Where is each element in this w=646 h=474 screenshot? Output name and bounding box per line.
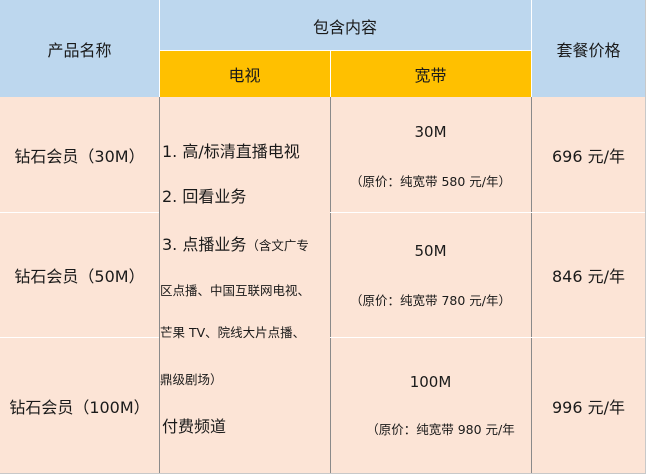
row-3-speed: 100M	[409, 373, 452, 391]
row-2-name: 钻石会员（50M）	[0, 212, 159, 337]
row-1-price: 696 元/年	[531, 97, 646, 212]
row-divider-1-left	[0, 212, 159, 213]
row-1-broadband: 30M （原价：纯宽带 580 元/年）	[330, 97, 531, 212]
row-divider-1-right	[330, 212, 646, 213]
row-3-broadband: 100M （原价：纯宽带 980 元/年	[330, 337, 531, 474]
row-1-price-text: 696 元/年	[551, 146, 626, 166]
tv-item-4: 付费频道	[162, 417, 227, 436]
row-3-name: 钻石会员（100M）	[0, 337, 159, 474]
row-2-broadband: 50M （原价：纯宽带 780 元/年）	[330, 212, 531, 337]
header-price-label: 套餐价格	[556, 40, 621, 60]
row-3-price: 996 元/年	[531, 337, 646, 474]
tv-item-1: 1. 高/标清直播电视	[162, 142, 300, 161]
row-3-price-text: 996 元/年	[551, 397, 626, 417]
row-2-price-text: 846 元/年	[551, 266, 626, 286]
body-area	[0, 97, 646, 474]
row-2-name-text: 钻石会员（50M）	[14, 266, 145, 286]
header-sub-divider	[159, 50, 531, 51]
tv-item-3-line-1: 3. 点播业务（含文广专	[162, 231, 309, 255]
tv-item-3-line-4: 鼎级剧场）	[160, 372, 223, 387]
row-1-original-price: （原价：纯宽带 580 元/年）	[349, 174, 512, 189]
subheader-tv-label: 电视	[228, 66, 261, 85]
body-divider-3	[531, 97, 532, 474]
header-contents-label: 包含内容	[312, 17, 377, 37]
subheader-divider	[330, 51, 331, 97]
row-2-speed: 50M	[414, 242, 447, 260]
header-divider-left	[159, 0, 160, 97]
row-divider-2-right	[330, 337, 646, 338]
row-1-speed: 30M	[414, 123, 447, 141]
row-2-price: 846 元/年	[531, 212, 646, 337]
tv-item-3-detail: （含文广专	[246, 238, 309, 253]
header-product-name: 产品名称	[0, 0, 159, 97]
row-1-name: 钻石会员（30M）	[0, 97, 159, 212]
tv-item-3-line-3: 芒果 TV、院线大片点播、	[160, 325, 306, 340]
header-divider-right	[531, 0, 532, 97]
subheader-broadband: 宽带	[330, 51, 531, 97]
body-divider-2	[330, 97, 331, 474]
header-price: 套餐价格	[531, 0, 646, 97]
header-contents: 包含内容	[159, 0, 531, 51]
row-3-name-text: 钻石会员（100M）	[9, 397, 150, 417]
tv-item-3-line-2: 区点播、中国互联网电视、	[160, 283, 311, 298]
subheader-broadband-label: 宽带	[414, 66, 447, 85]
subheader-tv: 电视	[159, 51, 330, 97]
tv-item-2: 2. 回看业务	[162, 187, 247, 206]
row-1-name-text: 钻石会员（30M）	[14, 146, 145, 166]
tv-contents: 1. 高/标清直播电视 2. 回看业务 3. 点播业务（含文广专 区点播、中国互…	[159, 97, 330, 474]
header-product-name-label: 产品名称	[47, 40, 112, 60]
row-divider-2-left	[0, 337, 159, 338]
body-divider-1	[159, 97, 160, 474]
row-2-original-price: （原价：纯宽带 780 元/年）	[349, 293, 512, 308]
row-3-original-price: （原价：纯宽带 980 元/年	[366, 422, 515, 437]
tv-item-3-main: 3. 点播业务	[162, 235, 247, 254]
